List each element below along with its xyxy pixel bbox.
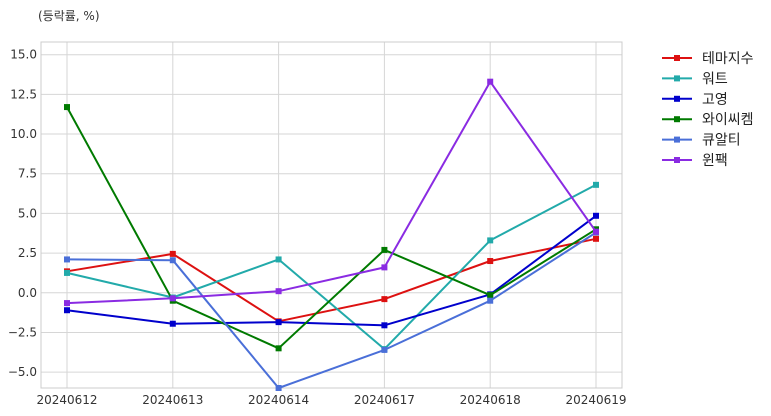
data-point — [275, 256, 282, 263]
legend-item: 큐알티 — [662, 133, 741, 149]
data-point — [275, 385, 282, 391]
data-point — [64, 256, 70, 263]
legend-label: 큐알티 — [702, 133, 741, 149]
y-tick-label: −5.0 — [8, 365, 37, 379]
series-윈팩 — [64, 78, 599, 307]
data-point — [381, 322, 388, 329]
plot-frame — [40, 41, 623, 389]
legend-label: 테마지수 — [702, 51, 754, 67]
data-point — [381, 264, 388, 271]
plot-area — [41, 42, 622, 388]
legend-item: 와이씨켐 — [662, 112, 754, 128]
data-point — [275, 345, 282, 352]
data-point — [275, 319, 282, 326]
data-point — [64, 307, 70, 314]
x-tick-label: 20240618 — [460, 393, 521, 407]
legend-item: 고영 — [662, 92, 728, 108]
series-line — [66, 106, 597, 350]
data-point — [381, 296, 388, 303]
y-tick-label: 15.0 — [10, 48, 37, 62]
data-point — [64, 104, 70, 111]
data-point — [593, 228, 599, 235]
data-point — [381, 246, 388, 253]
data-point — [169, 320, 176, 327]
data-point — [275, 288, 282, 295]
data-point — [487, 78, 494, 85]
y-tick-label: 12.5 — [10, 87, 37, 101]
data-point — [593, 212, 599, 219]
legend-swatch-marker — [674, 136, 680, 143]
legend-label: 고영 — [702, 92, 728, 108]
y-tick-label: −2.5 — [8, 325, 37, 339]
series-line — [66, 80, 597, 305]
series-line — [66, 183, 597, 351]
y-tick-label: 7.5 — [18, 167, 37, 181]
legend-swatch-marker — [674, 157, 680, 163]
y-tick-label: 0.0 — [18, 286, 37, 300]
legend-item: 윈팩 — [662, 153, 728, 169]
plot-background — [41, 42, 622, 388]
unit-label: (등락률, %) — [38, 9, 100, 23]
data-point — [593, 235, 599, 242]
legend-item: 워트 — [662, 71, 728, 87]
x-tick-label: 20240614 — [248, 393, 309, 407]
data-point — [487, 258, 494, 265]
legend-swatch-marker — [674, 75, 680, 82]
legend-swatch-marker — [674, 55, 680, 61]
data-point — [487, 237, 494, 244]
y-tick-label: 10.0 — [10, 127, 37, 141]
series-group — [64, 78, 599, 391]
data-point — [381, 346, 388, 353]
series-line — [66, 214, 597, 327]
data-point — [169, 250, 176, 257]
legend-label: 윈팩 — [702, 153, 728, 169]
axes: −5.0 −2.5 0.0 2.5 5.0 7.5 10.0 12.5 15.0 20240612… — [8, 41, 627, 407]
series-line — [66, 237, 597, 323]
y-tick-label: 2.5 — [18, 246, 37, 260]
data-point — [169, 295, 176, 302]
legend-swatch-marker — [674, 95, 680, 102]
legend-label: 워트 — [702, 71, 728, 87]
x-tick-label: 20240619 — [565, 393, 626, 407]
data-point — [593, 181, 599, 188]
legend-item: 테마지수 — [662, 51, 754, 67]
series-line — [66, 231, 597, 389]
data-point — [169, 257, 176, 264]
x-tick-label: 20240612 — [36, 393, 97, 407]
data-point — [487, 297, 494, 304]
data-point — [487, 292, 494, 299]
x-tick-label: 20240617 — [354, 393, 415, 407]
legend-label: 와이씨켐 — [702, 112, 754, 128]
legend-swatch-marker — [674, 116, 680, 123]
data-point — [64, 269, 70, 276]
y-tick-label: 5.0 — [18, 206, 37, 220]
x-tick-label: 20240613 — [142, 393, 203, 407]
data-point — [64, 300, 70, 307]
